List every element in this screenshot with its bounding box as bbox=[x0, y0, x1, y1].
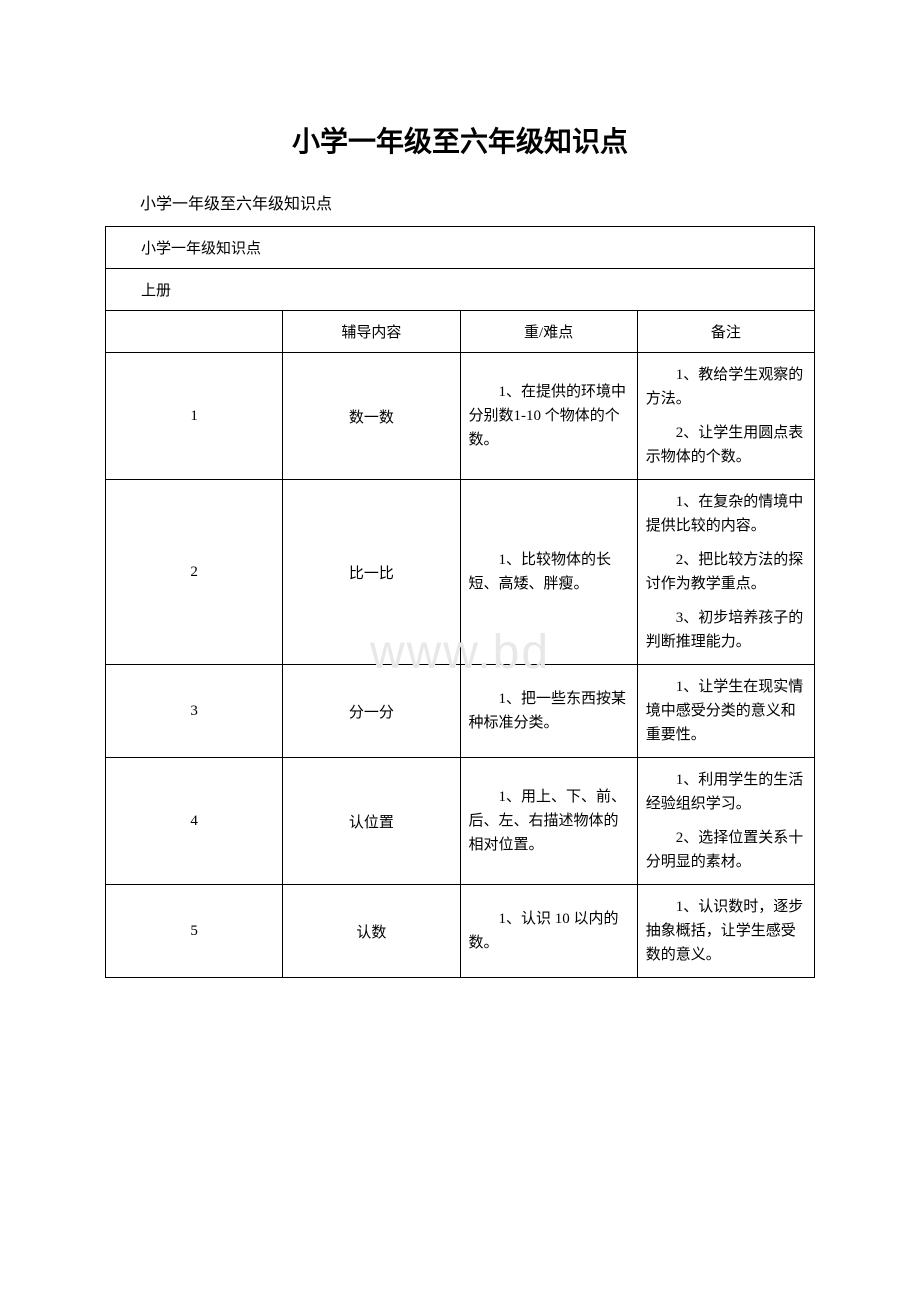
row-difficulty-cell: 1、把一些东西按某种标准分类。 bbox=[460, 665, 637, 758]
table-row: 3分一分1、把一些东西按某种标准分类。 1、让学生在现实情境中感受分类的意义和重要… bbox=[106, 665, 815, 758]
note-item: 1、让学生在现实情境中感受分类的意义和重要性。 bbox=[646, 675, 806, 747]
section-header-cell: 小学一年级知识点 bbox=[106, 227, 815, 269]
difficulty-item: 1、用上、下、前、后、左、右描述物体的相对位置。 bbox=[469, 785, 629, 857]
row-notes-cell: 1、让学生在现实情境中感受分类的意义和重要性。 bbox=[637, 665, 814, 758]
difficulty-item: 1、认识 10 以内的数。 bbox=[469, 907, 629, 955]
note-item: 1、教给学生观察的方法。 bbox=[646, 363, 806, 411]
row-notes-cell: 1、在复杂的情境中提供比较的内容。 2、把比较方法的探讨作为教学重点。 3、初步培养… bbox=[637, 480, 814, 665]
table-column-header-row: 辅导内容 重/难点 备注 bbox=[106, 311, 815, 353]
row-difficulty-cell: 1、认识 10 以内的数。 bbox=[460, 885, 637, 978]
difficulty-item: 1、在提供的环境中分别数1-10 个物体的个数。 bbox=[469, 380, 629, 452]
note-item: 1、在复杂的情境中提供比较的内容。 bbox=[646, 490, 806, 538]
note-item: 2、让学生用圆点表示物体的个数。 bbox=[646, 421, 806, 469]
table-section-header-row: 小学一年级知识点 bbox=[106, 227, 815, 269]
row-number-cell: 4 bbox=[106, 758, 283, 885]
row-number-cell: 5 bbox=[106, 885, 283, 978]
column-header-difficulty: 重/难点 bbox=[460, 311, 637, 353]
note-item: 2、把比较方法的探讨作为教学重点。 bbox=[646, 548, 806, 596]
column-header-notes: 备注 bbox=[637, 311, 814, 353]
table-book-section-row: 上册 bbox=[106, 269, 815, 311]
knowledge-table: 小学一年级知识点 上册 辅导内容 重/难点 备注 1数一数1、在提供的环境中分别… bbox=[105, 226, 815, 978]
row-content-cell: 比一比 bbox=[283, 480, 460, 665]
row-difficulty-cell: 1、在提供的环境中分别数1-10 个物体的个数。 bbox=[460, 353, 637, 480]
note-item: 2、选择位置关系十分明显的素材。 bbox=[646, 826, 806, 874]
note-item: 1、认识数时，逐步抽象概括，让学生感受数的意义。 bbox=[646, 895, 806, 967]
row-content-cell: 认数 bbox=[283, 885, 460, 978]
row-notes-cell: 1、利用学生的生活经验组织学习。 2、选择位置关系十分明显的素材。 bbox=[637, 758, 814, 885]
difficulty-item: 1、把一些东西按某种标准分类。 bbox=[469, 687, 629, 735]
page-subtitle: 小学一年级至六年级知识点 bbox=[140, 190, 815, 214]
column-header-content: 辅导内容 bbox=[283, 311, 460, 353]
column-header-num bbox=[106, 311, 283, 353]
table-row: 2比一比1、比较物体的长短、高矮、胖瘦。 1、在复杂的情境中提供比较的内容。 2、把… bbox=[106, 480, 815, 665]
row-number-cell: 2 bbox=[106, 480, 283, 665]
table-row: 5认数1、认识 10 以内的数。 1、认识数时，逐步抽象概括，让学生感受数的意义。 bbox=[106, 885, 815, 978]
note-item: 3、初步培养孩子的判断推理能力。 bbox=[646, 606, 806, 654]
row-number-cell: 1 bbox=[106, 353, 283, 480]
table-row: 4认位置1、用上、下、前、后、左、右描述物体的相对位置。1、利用学生的生活经验组… bbox=[106, 758, 815, 885]
row-content-cell: 分一分 bbox=[283, 665, 460, 758]
row-notes-cell: 1、教给学生观察的方法。 2、让学生用圆点表示物体的个数。 bbox=[637, 353, 814, 480]
row-notes-cell: 1、认识数时，逐步抽象概括，让学生感受数的意义。 bbox=[637, 885, 814, 978]
row-difficulty-cell: 1、比较物体的长短、高矮、胖瘦。 bbox=[460, 480, 637, 665]
row-difficulty-cell: 1、用上、下、前、后、左、右描述物体的相对位置。 bbox=[460, 758, 637, 885]
row-number-cell: 3 bbox=[106, 665, 283, 758]
page-title: 小学一年级至六年级知识点 bbox=[105, 120, 815, 160]
table-row: 1数一数1、在提供的环境中分别数1-10 个物体的个数。1、教给学生观察的方法。… bbox=[106, 353, 815, 480]
difficulty-item: 1、比较物体的长短、高矮、胖瘦。 bbox=[469, 548, 629, 596]
book-section-cell: 上册 bbox=[106, 269, 815, 311]
row-content-cell: 认位置 bbox=[283, 758, 460, 885]
note-item: 1、利用学生的生活经验组织学习。 bbox=[646, 768, 806, 816]
row-content-cell: 数一数 bbox=[283, 353, 460, 480]
